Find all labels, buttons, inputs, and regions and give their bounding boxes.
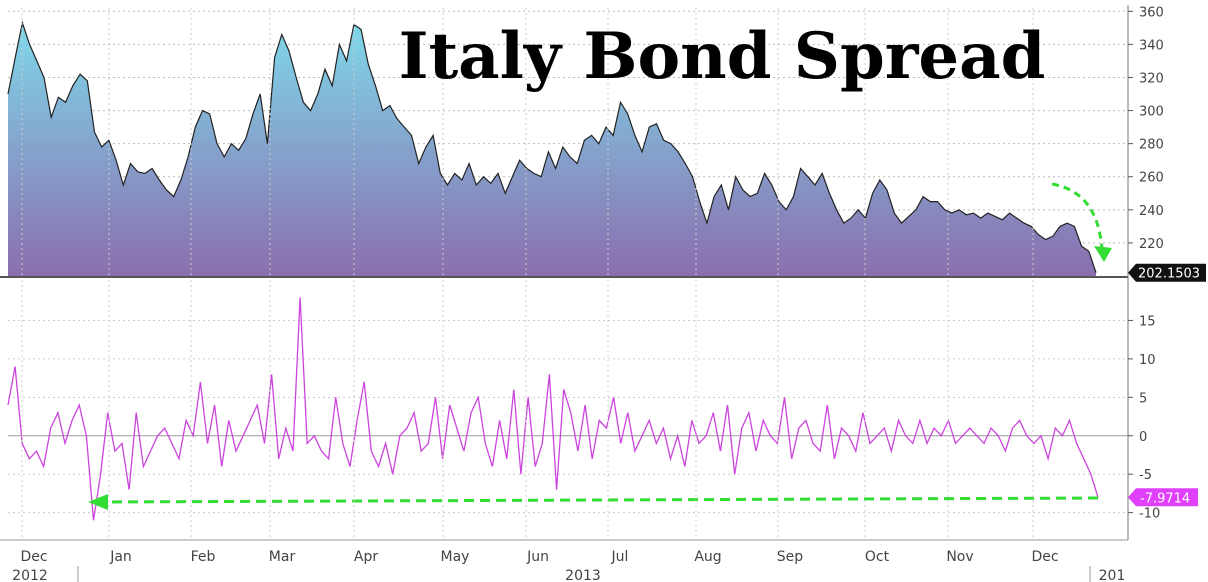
x-month-label: Jul xyxy=(611,549,629,565)
comparison-arrow-head xyxy=(88,494,108,510)
y-tick-label: 0 xyxy=(1139,430,1147,445)
spread-line xyxy=(7,20,1097,273)
last-value-badge xyxy=(1128,263,1206,282)
x-axis: Dec Jan Feb Mar Apr May Jun Jul Aug Sep Oct Nov Dec 2… xyxy=(0,8,1128,582)
x-month-label: Dec xyxy=(1031,549,1058,565)
x-month-label: Apr xyxy=(354,549,378,565)
trend-arrow xyxy=(1051,182,1104,251)
spread-area xyxy=(8,22,1096,277)
last-value-badge xyxy=(1128,488,1198,507)
x-year-label: 2013 xyxy=(565,568,601,582)
x-year-label: 201 xyxy=(1099,568,1126,582)
daily-change-panel: -10 -5 0 5 10 15 -7.9714 xyxy=(7,280,1198,540)
y-tick-label: -5 xyxy=(1139,468,1152,483)
trend-arrow-head xyxy=(1094,246,1112,262)
comparison-arrow xyxy=(103,496,1099,504)
y-tick-label: 280 xyxy=(1139,138,1164,153)
x-month-label: Nov xyxy=(946,549,973,565)
y-tick-label: 300 xyxy=(1139,105,1164,120)
x-month-label: Jun xyxy=(526,549,549,565)
last-value-label: 202.1503 xyxy=(1138,267,1200,282)
x-month-label: Dec xyxy=(20,549,47,565)
change-line xyxy=(7,297,1099,521)
y-tick-label: 5 xyxy=(1139,391,1147,406)
y-tick-label: 260 xyxy=(1139,171,1164,186)
x-month-label: Mar xyxy=(269,549,296,565)
x-month-label: Aug xyxy=(694,549,721,565)
y-tick-label: 220 xyxy=(1139,237,1164,252)
x-month-label: Jan xyxy=(109,549,132,565)
x-month-label: May xyxy=(441,549,470,565)
chart-title: Italy Bond Spread xyxy=(399,19,1046,94)
last-value-label: -7.9714 xyxy=(1140,491,1190,506)
y-tick-label: 10 xyxy=(1139,353,1156,368)
x-month-label: Sep xyxy=(777,549,804,565)
y-tick-label: 320 xyxy=(1139,71,1164,86)
y-tick-label: 240 xyxy=(1139,204,1164,219)
y-tick-label: 360 xyxy=(1139,5,1164,20)
x-year-label: 2012 xyxy=(12,568,48,582)
x-month-label: Feb xyxy=(191,549,216,565)
y-tick-label: 340 xyxy=(1139,38,1164,53)
y-tick-label: 15 xyxy=(1139,314,1156,329)
spread-panel: 220 240 260 280 300 320 340 360 202.1503 xyxy=(0,5,1206,282)
x-month-label: Oct xyxy=(865,549,890,565)
y-tick-label: -10 xyxy=(1139,507,1160,522)
